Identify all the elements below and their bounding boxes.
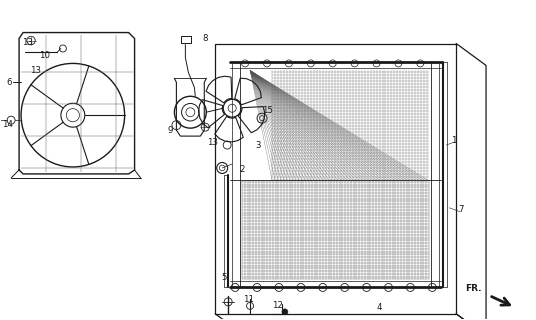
Text: 4: 4 xyxy=(377,303,382,312)
Text: 7: 7 xyxy=(458,205,464,214)
Text: 2: 2 xyxy=(240,165,245,174)
Text: 10: 10 xyxy=(40,51,50,60)
Text: 1: 1 xyxy=(451,136,457,145)
Text: 12: 12 xyxy=(272,301,284,310)
Text: 6: 6 xyxy=(6,78,12,87)
Text: FR.: FR. xyxy=(466,284,482,293)
Text: 13: 13 xyxy=(207,138,218,147)
Text: 13: 13 xyxy=(29,66,41,75)
Text: 3: 3 xyxy=(255,140,261,149)
Text: 14: 14 xyxy=(2,120,13,129)
Text: 13: 13 xyxy=(21,38,33,47)
Text: 8: 8 xyxy=(203,34,208,43)
Text: 9: 9 xyxy=(168,126,173,135)
Text: 15: 15 xyxy=(263,106,273,115)
Circle shape xyxy=(282,309,288,315)
Text: 5: 5 xyxy=(221,273,227,282)
Text: 11: 11 xyxy=(243,295,254,304)
